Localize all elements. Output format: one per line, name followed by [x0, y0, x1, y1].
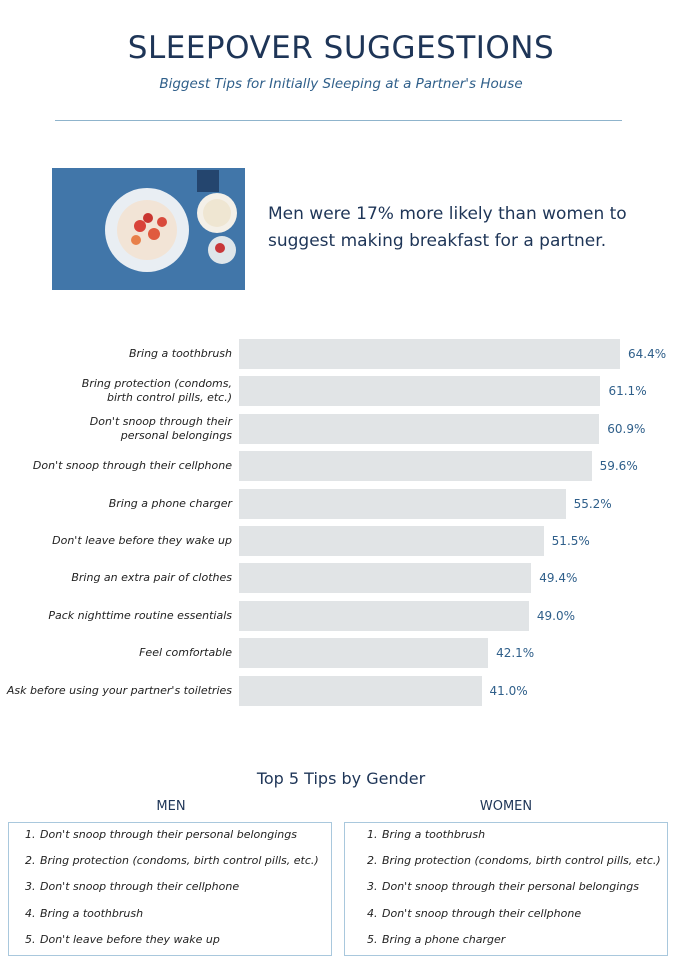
subtitle: Biggest Tips for Initially Sleeping at a…	[159, 76, 523, 92]
bar	[239, 376, 601, 407]
value-label: 55.2%	[573, 496, 612, 511]
men-box	[8, 822, 332, 956]
bar	[239, 675, 482, 706]
item-number: 1.	[25, 828, 36, 841]
item-text: Don't snoop through their personal belon…	[40, 828, 297, 841]
category-label: Bring an extra pair of clothes	[71, 571, 232, 585]
value-label: 42.1%	[496, 646, 535, 661]
item-number: 2.	[25, 854, 36, 868]
item-text: Don't snoop through their cellphone	[40, 880, 240, 894]
women-box	[344, 822, 668, 956]
item-number: 5.	[367, 932, 378, 946]
category-label: Bring a phone charger	[108, 496, 232, 510]
item-number: 3.	[367, 880, 378, 894]
section-title: Top 5 Tips by Gender	[256, 769, 426, 788]
category-label: Don't leave before they wake up	[52, 534, 232, 547]
category-label: Ask before using your partner's toiletri…	[6, 683, 232, 697]
category-label: Don't snoop through their personal belon…	[89, 414, 232, 442]
bar	[239, 563, 532, 594]
value-label: 49.0%	[536, 608, 576, 623]
bar	[239, 339, 620, 369]
divider	[55, 120, 622, 121]
breakfast-image	[52, 168, 245, 290]
value-label: 41.0%	[489, 683, 528, 698]
bar	[239, 600, 529, 631]
value-label: 59.6%	[599, 459, 638, 474]
category-label: Pack nighttime routine essentials	[48, 608, 232, 622]
item-text: Bring protection (condoms, birth control…	[382, 854, 661, 868]
category-label: Feel comfortable	[139, 646, 232, 660]
item-text: Don't snoop through their cellphone	[382, 906, 582, 920]
category-label: Bring a toothbrush	[128, 347, 232, 360]
item-text: Don't leave before they wake up	[40, 932, 220, 946]
bar	[239, 638, 489, 669]
women-heading: WOMEN	[479, 799, 533, 814]
bar	[239, 488, 566, 519]
item-text: Bring a toothbrush	[40, 906, 144, 920]
title: SLEEPOVER SUGGESTIONS	[127, 30, 555, 66]
bar	[239, 526, 544, 556]
item-number: 5.	[25, 932, 36, 946]
men-heading: MEN	[156, 799, 186, 814]
value-label: 61.1%	[608, 384, 647, 399]
item-text: Don't snoop through their personal belon…	[382, 880, 639, 894]
item-number: 4.	[367, 906, 378, 920]
bar	[239, 413, 600, 444]
value-label: 49.4%	[539, 571, 578, 586]
item-number: 3.	[25, 880, 36, 894]
category-label: Bring protection (condoms, birth control…	[81, 377, 232, 405]
item-number: 4.	[25, 906, 36, 920]
callout: Men were 17% more likely than women to s…	[268, 204, 627, 251]
item-number: 2.	[367, 854, 378, 868]
value-label: 64.4%	[628, 347, 667, 361]
category-label: Don't snoop through their cellphone	[32, 459, 232, 473]
value-label: 51.5%	[551, 534, 590, 548]
item-text: Bring protection (condoms, birth control…	[40, 854, 319, 868]
value-label: 60.9%	[607, 421, 646, 436]
item-text: Bring a phone charger	[382, 932, 506, 946]
item-number: 1.	[367, 828, 378, 841]
item-text: Bring a toothbrush	[382, 828, 486, 841]
bar	[239, 451, 592, 482]
